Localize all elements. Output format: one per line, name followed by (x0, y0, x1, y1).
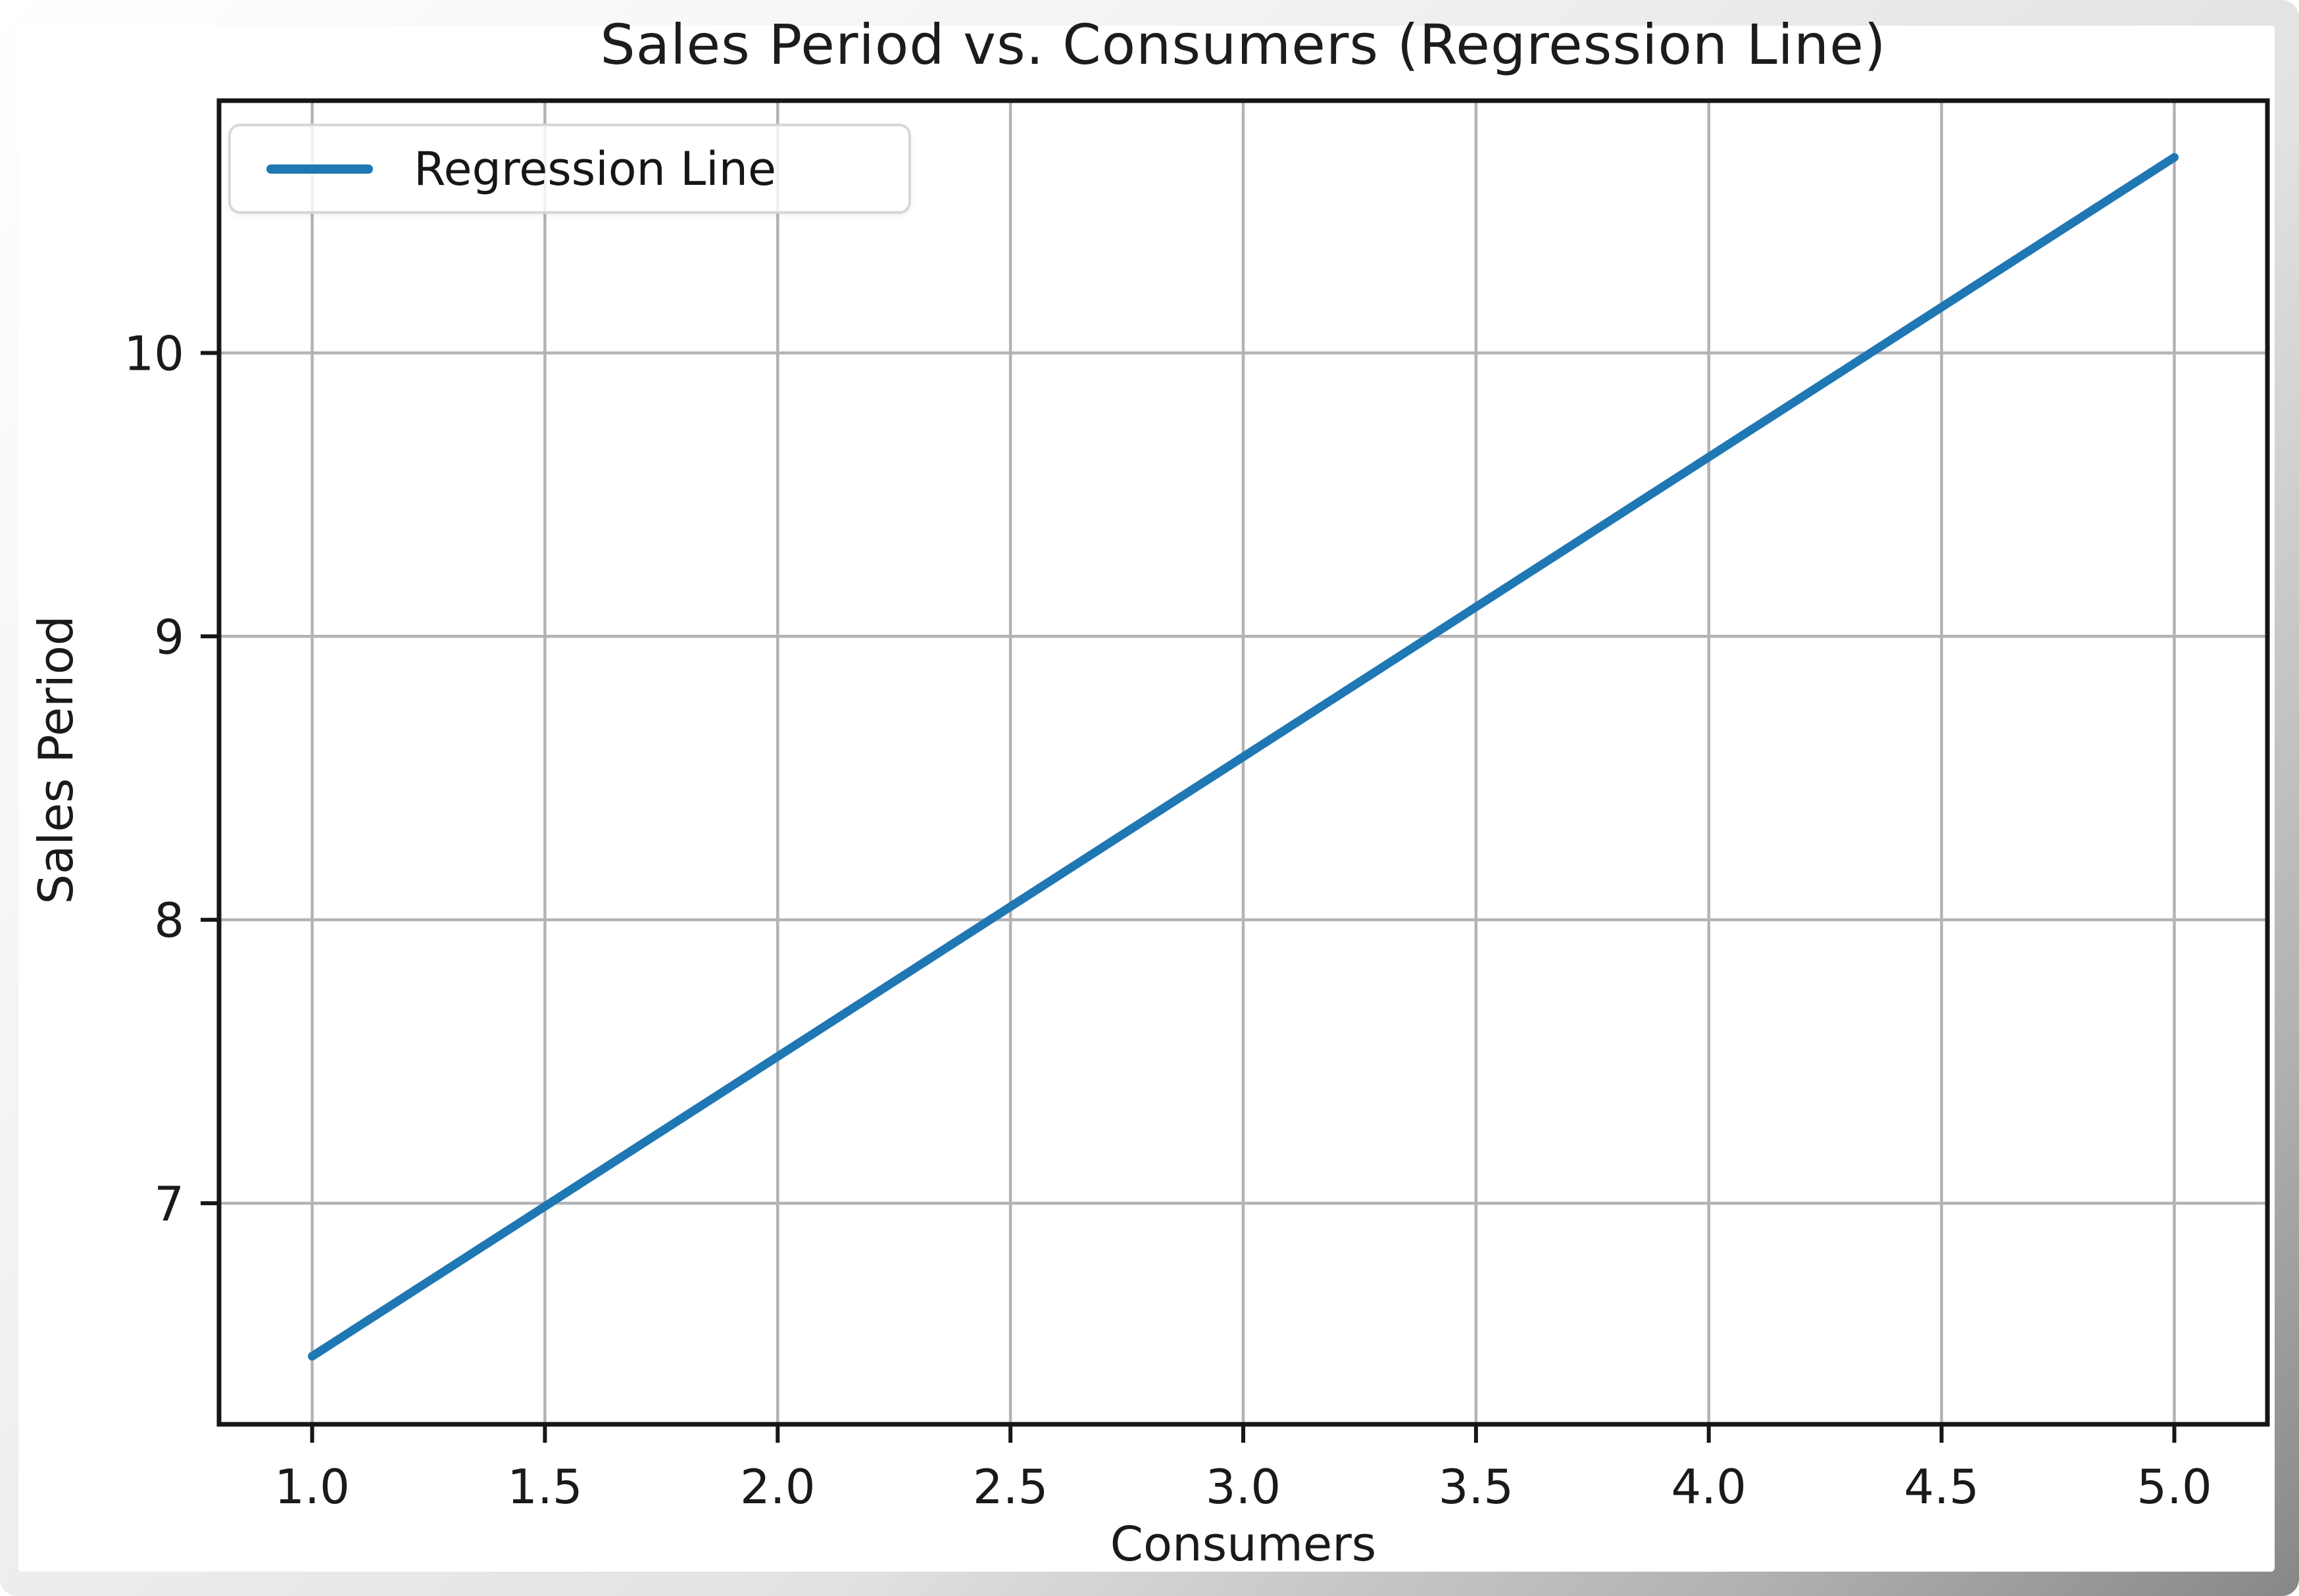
regression-line (308, 153, 2179, 1361)
figure-canvas (18, 26, 2275, 1572)
legend: Regression Line (228, 124, 911, 214)
y-tick-label: 7 (154, 1176, 184, 1232)
y-axis-label: Sales Period (28, 615, 84, 905)
y-tick-label: 9 (154, 609, 184, 664)
x-tick-label: 4.0 (1671, 1459, 1746, 1514)
chart-title: Sales Period vs. Consumers (Regression L… (600, 12, 1887, 77)
x-tick-label: 4.5 (1904, 1459, 1979, 1514)
x-tick-label: 2.0 (740, 1459, 816, 1514)
x-tick-label: 1.0 (274, 1459, 350, 1514)
x-tick-label: 3.5 (1439, 1459, 1514, 1514)
y-tick-label: 8 (154, 893, 184, 948)
legend-line-sample-icon (266, 164, 373, 174)
x-tick-label: 3.0 (1206, 1459, 1281, 1514)
plot-border (216, 98, 2270, 1427)
y-tick-label: 10 (124, 326, 184, 381)
x-tick-label: 1.5 (507, 1459, 583, 1514)
x-tick-label: 2.5 (973, 1459, 1049, 1514)
x-tick-label: 5.0 (2137, 1459, 2212, 1514)
x-axis-label: Consumers (1110, 1516, 1377, 1572)
legend-label: Regression Line (414, 141, 777, 196)
